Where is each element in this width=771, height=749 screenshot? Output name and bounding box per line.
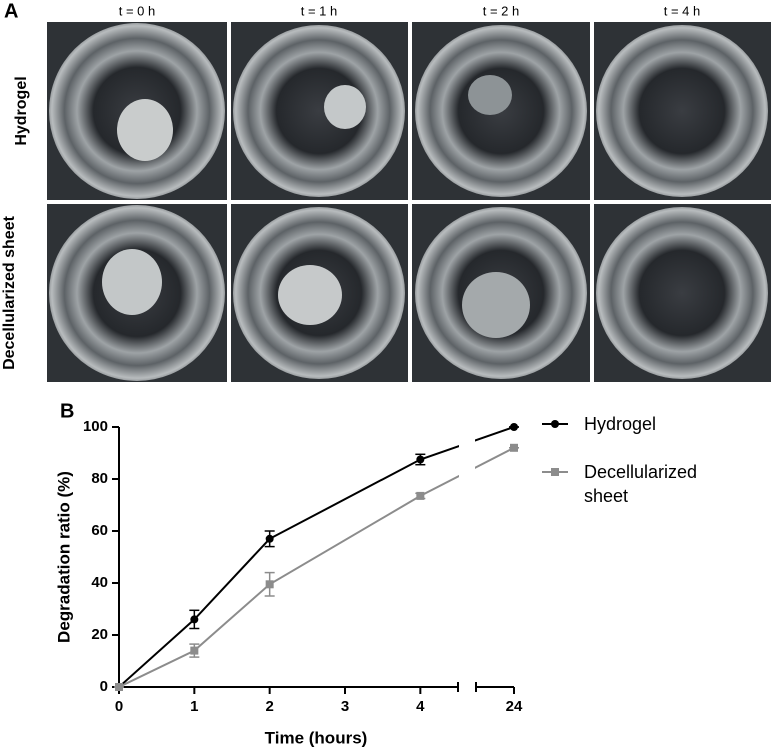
photo [412, 204, 590, 382]
x-tick-label: 1 [190, 698, 198, 715]
data-point [510, 423, 518, 431]
row-label: Decellularized sheet [1, 216, 18, 370]
y-tick-label: 0 [100, 678, 108, 695]
photo [594, 204, 771, 382]
column-label: t = 2 h [483, 3, 520, 18]
data-point [416, 491, 425, 500]
x-tick-label: 0 [115, 698, 123, 715]
x-tick-label: 2 [265, 698, 273, 715]
x-tick-label: 3 [341, 698, 349, 715]
y-tick-label: 60 [91, 522, 108, 539]
legend-label: Hydrogel [584, 414, 657, 434]
data-point [190, 646, 199, 655]
photo-grid [47, 22, 771, 382]
data-point [265, 534, 274, 543]
legend-marker [551, 468, 559, 476]
column-label: t = 1 h [301, 3, 338, 18]
data-point [510, 443, 518, 452]
photo [594, 22, 771, 200]
row-label: Hydrogel [13, 76, 30, 145]
legend-swatch [542, 468, 568, 476]
legend-label: Decellularized sheet [584, 462, 698, 506]
y-tick-label: 80 [91, 470, 108, 487]
panel-label: B [60, 400, 74, 422]
column-label: t = 4 h [664, 3, 701, 18]
y-tick-label: 20 [91, 626, 108, 643]
y-tick-label: 40 [91, 574, 108, 591]
photo [231, 204, 408, 382]
panel-label: A [4, 0, 18, 22]
x-tick-label: 24 [506, 698, 523, 715]
y-axis-title: Degradation ratio (%) [54, 471, 73, 643]
legend-swatch [542, 420, 568, 428]
x-tick-label: 4 [416, 698, 425, 715]
data-point [190, 615, 199, 624]
photo [412, 22, 590, 200]
data-point [265, 580, 274, 589]
photo [47, 22, 227, 200]
photo [47, 204, 227, 382]
x-axis-title: Time (hours) [265, 728, 368, 747]
data-point [416, 455, 425, 464]
column-label: t = 0 h [119, 3, 156, 18]
axis-break-gap [459, 422, 475, 685]
data-point [115, 683, 123, 691]
legend-marker [551, 420, 559, 428]
photo [231, 22, 408, 200]
y-tick-label: 100 [83, 418, 108, 435]
series-line [118, 446, 515, 688]
